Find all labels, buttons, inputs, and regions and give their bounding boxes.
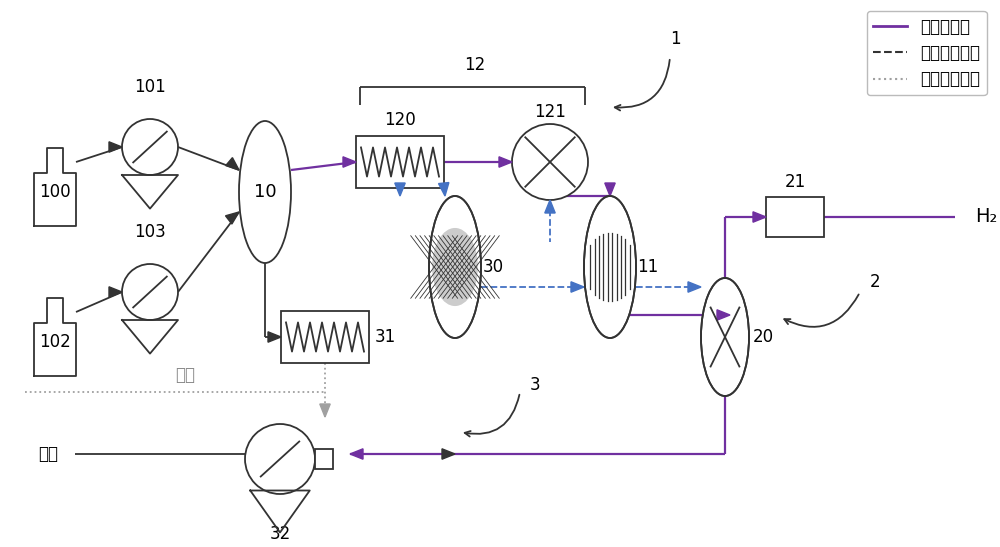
Text: 103: 103 (134, 223, 166, 241)
Text: 21: 21 (784, 173, 806, 191)
Text: 2: 2 (870, 273, 880, 291)
Polygon shape (499, 157, 512, 167)
Polygon shape (268, 332, 281, 342)
Text: 10: 10 (254, 183, 276, 201)
Polygon shape (545, 200, 555, 213)
Bar (315, 450, 332, 469)
Circle shape (122, 119, 178, 175)
Polygon shape (753, 212, 766, 222)
Text: 121: 121 (534, 103, 566, 121)
Text: 101: 101 (134, 78, 166, 96)
Text: 11: 11 (637, 258, 659, 276)
Text: 1: 1 (670, 30, 680, 48)
Text: 12: 12 (464, 56, 486, 74)
Bar (766, 197, 824, 237)
Polygon shape (688, 282, 701, 292)
Text: 31: 31 (374, 328, 396, 346)
Text: 120: 120 (384, 111, 416, 129)
Bar (281, 311, 369, 363)
Polygon shape (320, 404, 330, 417)
Polygon shape (109, 287, 122, 297)
Circle shape (122, 264, 178, 320)
Polygon shape (109, 142, 122, 152)
Polygon shape (226, 158, 239, 170)
Text: 20: 20 (752, 328, 774, 346)
Text: 空气: 空气 (38, 445, 58, 463)
Text: 102: 102 (39, 333, 71, 351)
Text: 3: 3 (530, 376, 540, 394)
Polygon shape (442, 449, 455, 459)
Ellipse shape (701, 278, 749, 396)
Text: 100: 100 (39, 183, 71, 201)
Polygon shape (717, 310, 730, 320)
Polygon shape (343, 157, 356, 167)
Ellipse shape (239, 121, 291, 263)
Polygon shape (395, 183, 405, 196)
Circle shape (245, 424, 315, 494)
Polygon shape (350, 449, 363, 459)
Text: 30: 30 (482, 258, 504, 276)
Text: 32: 32 (269, 525, 291, 543)
Legend: 主反应流程, 中间换热工质, 尾气排放流程: 主反应流程, 中间换热工质, 尾气排放流程 (867, 11, 987, 95)
Polygon shape (605, 183, 615, 196)
Polygon shape (571, 282, 584, 292)
Ellipse shape (584, 196, 636, 338)
Bar (356, 136, 444, 188)
Text: 尾气: 尾气 (175, 366, 195, 384)
Ellipse shape (429, 196, 481, 338)
Text: H₂: H₂ (975, 207, 997, 226)
Polygon shape (439, 183, 449, 196)
Polygon shape (226, 212, 239, 224)
Circle shape (512, 124, 588, 200)
Ellipse shape (432, 228, 478, 306)
